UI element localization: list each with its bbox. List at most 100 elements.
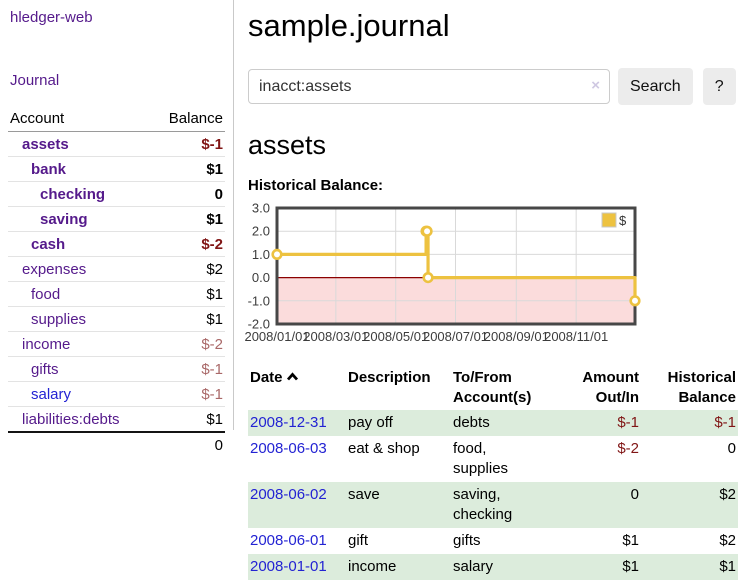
account-link-saving[interactable]: saving bbox=[40, 210, 88, 228]
transaction-description: income bbox=[348, 558, 397, 575]
search-input[interactable] bbox=[248, 69, 610, 104]
transaction-amount: $1 bbox=[622, 532, 639, 549]
legend-label: $ bbox=[619, 213, 627, 228]
account-link-assets[interactable]: assets bbox=[22, 135, 69, 153]
y-axis-tick-label: 1.0 bbox=[252, 247, 270, 262]
account-row: food $1 bbox=[8, 282, 225, 307]
search-box: × bbox=[248, 69, 610, 104]
account-link-cash[interactable]: cash bbox=[31, 235, 66, 253]
account-link-gifts[interactable]: gifts bbox=[31, 360, 59, 378]
transaction-amount: 0 bbox=[630, 486, 639, 503]
transaction-description: save bbox=[348, 486, 380, 503]
register-header-date[interactable]: Date bbox=[248, 366, 346, 410]
account-balance: $1 bbox=[206, 410, 223, 428]
register-header-description: Description bbox=[348, 369, 431, 386]
register-row: 2008-06-03 eat & shop food, supplies $-2 0 bbox=[248, 436, 738, 482]
account-heading: assets bbox=[248, 130, 327, 160]
account-link-food[interactable]: food bbox=[31, 285, 61, 303]
help-button[interactable]: ? bbox=[702, 68, 736, 105]
page-title: sample.journal bbox=[248, 8, 450, 43]
chart-heading: Historical Balance: bbox=[248, 177, 384, 194]
account-link-expenses[interactable]: expenses bbox=[22, 260, 87, 278]
main-content: sample.journal × Search ? assets Histori… bbox=[244, 0, 740, 580]
y-axis-tick-label: 3.0 bbox=[252, 201, 270, 216]
account-balance: $-2 bbox=[201, 335, 223, 353]
transaction-balance: $1 bbox=[719, 558, 736, 575]
legend-swatch bbox=[601, 212, 617, 228]
sort-ascending-icon bbox=[286, 372, 298, 381]
accounts-rows: assets $-1 bank $1 checking 0 saving $1 cash $-2 e… bbox=[8, 132, 225, 431]
transaction-amount: $-2 bbox=[617, 440, 639, 457]
accounts-total-row: 0 bbox=[8, 431, 225, 458]
accounts-header-balance: Balance bbox=[168, 110, 223, 127]
transaction-amount: $-1 bbox=[617, 414, 639, 431]
account-row: checking 0 bbox=[8, 182, 225, 207]
transaction-date-link[interactable]: 2008-12-31 bbox=[250, 414, 327, 431]
transaction-balance: $2 bbox=[719, 532, 736, 549]
account-balance: $1 bbox=[206, 285, 223, 303]
transaction-accounts: debts bbox=[453, 414, 490, 431]
x-axis-tick-label: 2008/09/01 bbox=[484, 329, 549, 344]
transaction-accounts: salary bbox=[453, 558, 494, 575]
account-link-bank[interactable]: bank bbox=[31, 160, 67, 178]
account-balance: $-1 bbox=[201, 360, 223, 378]
account-link-income[interactable]: income bbox=[22, 335, 71, 353]
transaction-accounts: saving, checking bbox=[453, 486, 513, 523]
transaction-amount: $1 bbox=[622, 558, 639, 575]
app-brand-link[interactable]: hledger-web bbox=[10, 9, 93, 26]
transaction-balance: 0 bbox=[727, 440, 736, 457]
data-point-marker bbox=[271, 248, 283, 261]
account-balance: $-1 bbox=[201, 385, 223, 403]
clear-search-icon[interactable]: × bbox=[591, 77, 600, 94]
account-row: assets $-1 bbox=[8, 132, 225, 157]
transaction-balance: $-1 bbox=[714, 414, 736, 431]
sidebar-divider bbox=[233, 0, 234, 430]
accounts-total-value: 0 bbox=[214, 437, 223, 454]
transaction-accounts: food, supplies bbox=[453, 440, 509, 477]
account-balance: $-1 bbox=[201, 135, 223, 153]
register-row: 2008-01-01 income salary $1 $1 bbox=[248, 554, 738, 580]
account-link-liabilities-debts[interactable]: liabilities:debts bbox=[22, 410, 120, 428]
data-point-marker bbox=[422, 271, 434, 284]
register-header-amount: Amount Out/In bbox=[582, 369, 639, 406]
transaction-date-link[interactable]: 2008-06-01 bbox=[250, 532, 327, 549]
transaction-description: gift bbox=[348, 532, 369, 549]
chart-border bbox=[275, 206, 637, 326]
register-header-balance: Historical Balance bbox=[667, 369, 736, 406]
transaction-description: pay off bbox=[348, 414, 393, 431]
account-balance: $1 bbox=[206, 210, 223, 228]
account-balance: $-2 bbox=[201, 235, 223, 253]
search-button[interactable]: Search bbox=[618, 68, 693, 105]
accounts-table-header: Account Balance bbox=[8, 106, 225, 132]
transaction-accounts: gifts bbox=[453, 532, 481, 549]
transaction-date-link[interactable]: 2008-06-02 bbox=[250, 486, 327, 503]
account-row: supplies $1 bbox=[8, 307, 225, 332]
account-row: income $-2 bbox=[8, 332, 225, 357]
x-axis-tick-label: 2008/11/01 bbox=[544, 329, 608, 344]
sidebar: hledger-web Journal Account Balance asse… bbox=[0, 0, 233, 458]
account-row: gifts $-1 bbox=[8, 357, 225, 382]
accounts-header-account: Account bbox=[10, 110, 65, 127]
account-link-checking[interactable]: checking bbox=[40, 185, 106, 203]
y-axis-tick-label: 0.0 bbox=[252, 270, 270, 285]
y-axis-tick-label: -1.0 bbox=[248, 293, 270, 308]
y-axis-tick-label: -2.0 bbox=[248, 317, 270, 332]
x-axis-tick-label: 2008/05/01 bbox=[363, 329, 428, 344]
sidebar-item-journal[interactable]: Journal bbox=[10, 72, 60, 89]
x-axis-tick-label: 2008/01/01 bbox=[244, 329, 309, 344]
search-bar: × Search ? bbox=[248, 68, 740, 105]
account-balance: $2 bbox=[206, 260, 223, 278]
register-row: 2008-06-01 gift gifts $1 $2 bbox=[248, 528, 738, 554]
account-link-salary[interactable]: salary bbox=[31, 385, 72, 403]
account-balance: $1 bbox=[206, 310, 223, 328]
account-link-supplies[interactable]: supplies bbox=[31, 310, 87, 328]
transaction-date-link[interactable]: 2008-01-01 bbox=[250, 558, 327, 575]
register-header-accounts: To/From Account(s) bbox=[453, 369, 532, 406]
register-row: 2008-06-02 save saving, checking 0 $2 bbox=[248, 482, 738, 528]
account-row: saving $1 bbox=[8, 207, 225, 232]
transaction-date-link[interactable]: 2008-06-03 bbox=[250, 440, 327, 457]
register-table: Date Description To/From Account(s) Amoun… bbox=[248, 366, 738, 580]
transaction-balance: $2 bbox=[719, 486, 736, 503]
account-row: bank $1 bbox=[8, 157, 225, 182]
